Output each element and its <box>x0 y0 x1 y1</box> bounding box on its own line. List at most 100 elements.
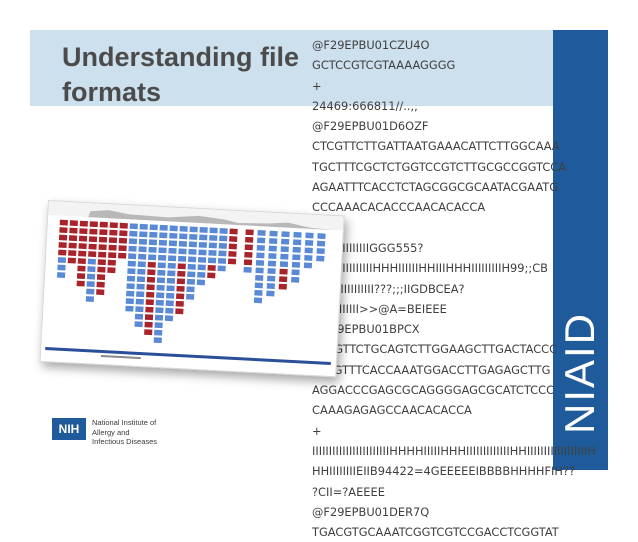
read-mark <box>86 288 95 295</box>
read-mark <box>188 248 197 255</box>
read-mark <box>98 244 107 251</box>
read-mark <box>208 242 217 249</box>
nih-name-line-1: National Institute of <box>92 418 157 427</box>
read-mark <box>186 278 196 285</box>
read-mark <box>96 289 105 296</box>
read-mark <box>128 238 138 245</box>
read-mark <box>148 239 158 246</box>
read-mark <box>139 223 148 230</box>
read-mark <box>157 254 167 261</box>
read-mark <box>245 229 254 236</box>
read-mark <box>68 235 78 242</box>
read-mark <box>99 221 108 228</box>
read-mark <box>229 228 238 235</box>
fastq-line: @F29EPBU01D6OZF <box>312 119 429 134</box>
read-mark <box>197 264 206 271</box>
read-mark <box>304 247 313 254</box>
read-mark <box>176 278 186 285</box>
fastq-line: IIIIIIIIIIIIIIIIIIHHHIIIIIIHHIIIHHHIIIII… <box>312 261 548 276</box>
read-mark <box>98 236 108 243</box>
read-mark <box>87 266 96 273</box>
viewer-ruler <box>48 201 344 231</box>
read-mark <box>196 279 206 286</box>
read-mark <box>165 300 174 307</box>
read-mark <box>76 273 86 280</box>
read-mark <box>88 251 97 258</box>
read-mark <box>218 243 227 249</box>
read-mark <box>207 264 216 271</box>
read-mark <box>156 277 166 284</box>
read-mark <box>197 271 206 278</box>
read-mark <box>168 247 177 254</box>
read-mark <box>155 307 164 314</box>
read-mark <box>156 284 165 291</box>
read-mark <box>77 258 86 265</box>
read-mark <box>96 274 106 281</box>
read-mark <box>292 239 302 246</box>
read-mark <box>59 219 68 226</box>
fastq-line: 24469:666811//..,, <box>312 98 418 113</box>
read-mark <box>189 233 198 240</box>
read-mark <box>134 313 144 320</box>
fastq-line: CAAAGAGAGCCAACACACCA <box>312 403 472 418</box>
fastq-line: TGCTTTCGCTCTGGTCCGTCTTGCGCCGGTCCA <box>312 159 567 174</box>
read-mark <box>108 252 117 259</box>
read-mark <box>78 250 87 257</box>
read-mark <box>58 242 67 249</box>
read-mark <box>154 322 163 329</box>
read-mark <box>58 234 68 241</box>
read-mark <box>228 243 237 250</box>
read-mark <box>199 226 208 233</box>
read-mark <box>244 251 253 258</box>
read-mark <box>217 265 226 272</box>
nih-name-line-2: Allergy and <box>92 427 130 437</box>
alignment-graphic <box>45 201 344 366</box>
niaid-wordmark: NIAID <box>556 311 603 434</box>
read-mark <box>175 308 184 315</box>
read-mark <box>168 240 178 247</box>
read-mark <box>244 244 253 251</box>
read-mark <box>176 293 185 300</box>
read-mark <box>88 236 98 243</box>
fastq-line: IIIIIIIIIIIIIIIIIGGG555? <box>312 240 424 255</box>
fastq-line: @F29EPBU01DER7Q <box>312 504 430 519</box>
fastq-line: + <box>312 423 322 438</box>
read-mark <box>159 224 168 231</box>
read-mark <box>279 261 289 268</box>
fastq-text-block: @F29EPBU01CZU4O GCTCCGTCGTAAAAGGGG +24469:… <box>312 35 612 542</box>
fastq-line: IIIIIIIIIIIIII>>@A=BEIEEE <box>312 301 447 316</box>
read-mark <box>147 261 156 268</box>
read-mark <box>154 314 164 321</box>
read-mark <box>136 276 146 283</box>
read-mark <box>254 289 263 296</box>
read-mark <box>176 285 185 292</box>
read-mark <box>266 290 275 297</box>
read-mark <box>129 230 138 237</box>
read-mark <box>137 261 146 268</box>
read-mark <box>79 220 88 227</box>
read-mark <box>166 292 175 299</box>
gene-track <box>45 347 331 366</box>
fastq-line: IIIIIIIIIIIIIIIIIIIIIIIHHHHIIIIIHHHIIIII… <box>312 443 596 458</box>
read-mark <box>177 270 186 277</box>
read-mark <box>59 227 68 234</box>
read-mark <box>245 236 254 243</box>
read-mark <box>109 229 118 236</box>
read-mark <box>179 225 188 232</box>
niaid-band <box>553 30 608 470</box>
read-mark <box>256 244 265 251</box>
read-mark <box>88 243 97 250</box>
read-mark <box>229 236 238 242</box>
read-mark <box>149 224 158 231</box>
read-mark <box>269 230 278 237</box>
read-mark <box>67 257 77 264</box>
read-mark <box>267 260 277 267</box>
read-mark <box>57 264 66 271</box>
read-mark <box>292 254 301 261</box>
read-mark <box>86 273 96 280</box>
read-mark <box>167 262 176 269</box>
read-mark <box>69 227 78 234</box>
read-mark <box>159 232 168 239</box>
fastq-line: AGGACCCGAGCGCAGGGGAGCGCATCTCCC <box>312 383 555 398</box>
read-mark <box>198 249 207 256</box>
